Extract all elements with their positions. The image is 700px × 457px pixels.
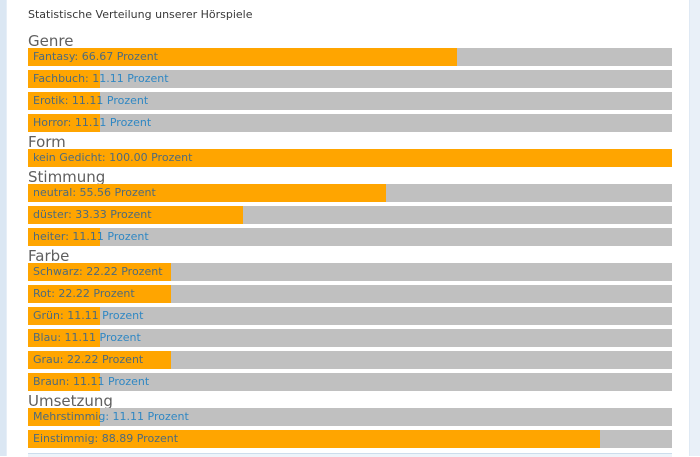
bar-fill: Braun: 11.11 Prozent xyxy=(28,373,100,391)
bar-label: heiter: 11.11 Prozent xyxy=(33,230,149,243)
bar-label-clipped: Fachbuch: 11.11 Prozent xyxy=(33,72,100,85)
bar-fill: Fachbuch: 11.11 Prozent xyxy=(28,70,100,88)
bar-fill: Mehrstimmig: 11.11 Prozent xyxy=(28,408,100,426)
bar-label: Blau: 11.11 Prozent xyxy=(33,331,141,344)
section-heading: Umsetzung xyxy=(28,392,113,410)
bar-fill: Rot: 22.22 Prozent xyxy=(28,285,172,303)
stat-bar: Einstimmig: 88.89 ProzentEinstimmig: 88.… xyxy=(28,430,672,448)
left-sidebar-strip xyxy=(0,0,7,456)
bar-fill: Fantasy: 66.67 Prozent xyxy=(28,48,458,66)
stat-bar: Grau: 22.22 ProzentGrau: 22.22 Prozent xyxy=(28,351,672,369)
bar-label: Grün: 11.11 Prozent xyxy=(33,309,144,322)
stat-bar: Mehrstimmig: 11.11 ProzentMehrstimmig: 1… xyxy=(28,408,672,426)
bar-fill: Blau: 11.11 Prozent xyxy=(28,329,100,347)
next-panel-top-edge xyxy=(28,453,672,457)
bar-fill: kein Gedicht: 100.00 Prozent xyxy=(28,149,672,167)
bar-label: Erotik: 11.11 Prozent xyxy=(33,94,149,107)
stat-bar: neutral: 55.56 Prozentneutral: 55.56 Pro… xyxy=(28,184,672,202)
stat-bar: Schwarz: 22.22 ProzentSchwarz: 22.22 Pro… xyxy=(28,263,672,281)
bar-fill: Grau: 22.22 Prozent xyxy=(28,351,172,369)
bar-label: Braun: 11.11 Prozent xyxy=(33,375,150,388)
bar-label-clipped: neutral: 55.56 Prozent xyxy=(33,186,156,199)
bar-label-clipped: heiter: 11.11 Prozent xyxy=(33,230,100,243)
stat-bar: kein Gedicht: 100.00 Prozentkein Gedicht… xyxy=(28,149,672,167)
section-heading: Stimmung xyxy=(28,168,106,186)
bar-fill: düster: 33.33 Prozent xyxy=(28,206,243,224)
bar-fill: Grün: 11.11 Prozent xyxy=(28,307,100,325)
bar-label-clipped: Braun: 11.11 Prozent xyxy=(33,375,100,388)
bar-label-clipped: Horror: 11.11 Prozent xyxy=(33,116,100,129)
statistics-panel: Statistische Verteilung unserer Hörspiel… xyxy=(28,8,672,452)
bar-label: Fachbuch: 11.11 Prozent xyxy=(33,72,169,85)
bar-label-clipped: Mehrstimmig: 11.11 Prozent xyxy=(33,410,100,423)
bar-label: Horror: 11.11 Prozent xyxy=(33,116,152,129)
section-heading: Farbe xyxy=(28,247,70,265)
bar-label-clipped: Erotik: 11.11 Prozent xyxy=(33,94,100,107)
section-heading: Form xyxy=(28,133,66,151)
bar-label-clipped: Rot: 22.22 Prozent xyxy=(33,287,135,300)
bar-fill: heiter: 11.11 Prozent xyxy=(28,228,100,246)
bar-fill: neutral: 55.56 Prozent xyxy=(28,184,386,202)
bar-label-clipped: Blau: 11.11 Prozent xyxy=(33,331,100,344)
bar-fill: Einstimmig: 88.89 Prozent xyxy=(28,430,601,448)
bar-label-clipped: Einstimmig: 88.89 Prozent xyxy=(33,432,179,445)
bar-label-clipped: Grau: 22.22 Prozent xyxy=(33,353,144,366)
section-heading: Genre xyxy=(28,32,74,50)
right-sidebar-strip xyxy=(689,0,700,456)
bar-label-clipped: kein Gedicht: 100.00 Prozent xyxy=(33,151,193,164)
bar-fill: Schwarz: 22.22 Prozent xyxy=(28,263,172,281)
page-title: Statistische Verteilung unserer Hörspiel… xyxy=(28,8,253,21)
bar-label-clipped: Grün: 11.11 Prozent xyxy=(33,309,100,322)
bar-label: Mehrstimmig: 11.11 Prozent xyxy=(33,410,189,423)
bar-label-clipped: Fantasy: 66.67 Prozent xyxy=(33,50,158,63)
bar-fill: Horror: 11.11 Prozent xyxy=(28,114,100,132)
bar-label-clipped: Schwarz: 22.22 Prozent xyxy=(33,265,163,278)
bar-label-clipped: düster: 33.33 Prozent xyxy=(33,208,152,221)
bar-fill: Erotik: 11.11 Prozent xyxy=(28,92,100,110)
stat-bar: Fantasy: 66.67 ProzentFantasy: 66.67 Pro… xyxy=(28,48,672,66)
